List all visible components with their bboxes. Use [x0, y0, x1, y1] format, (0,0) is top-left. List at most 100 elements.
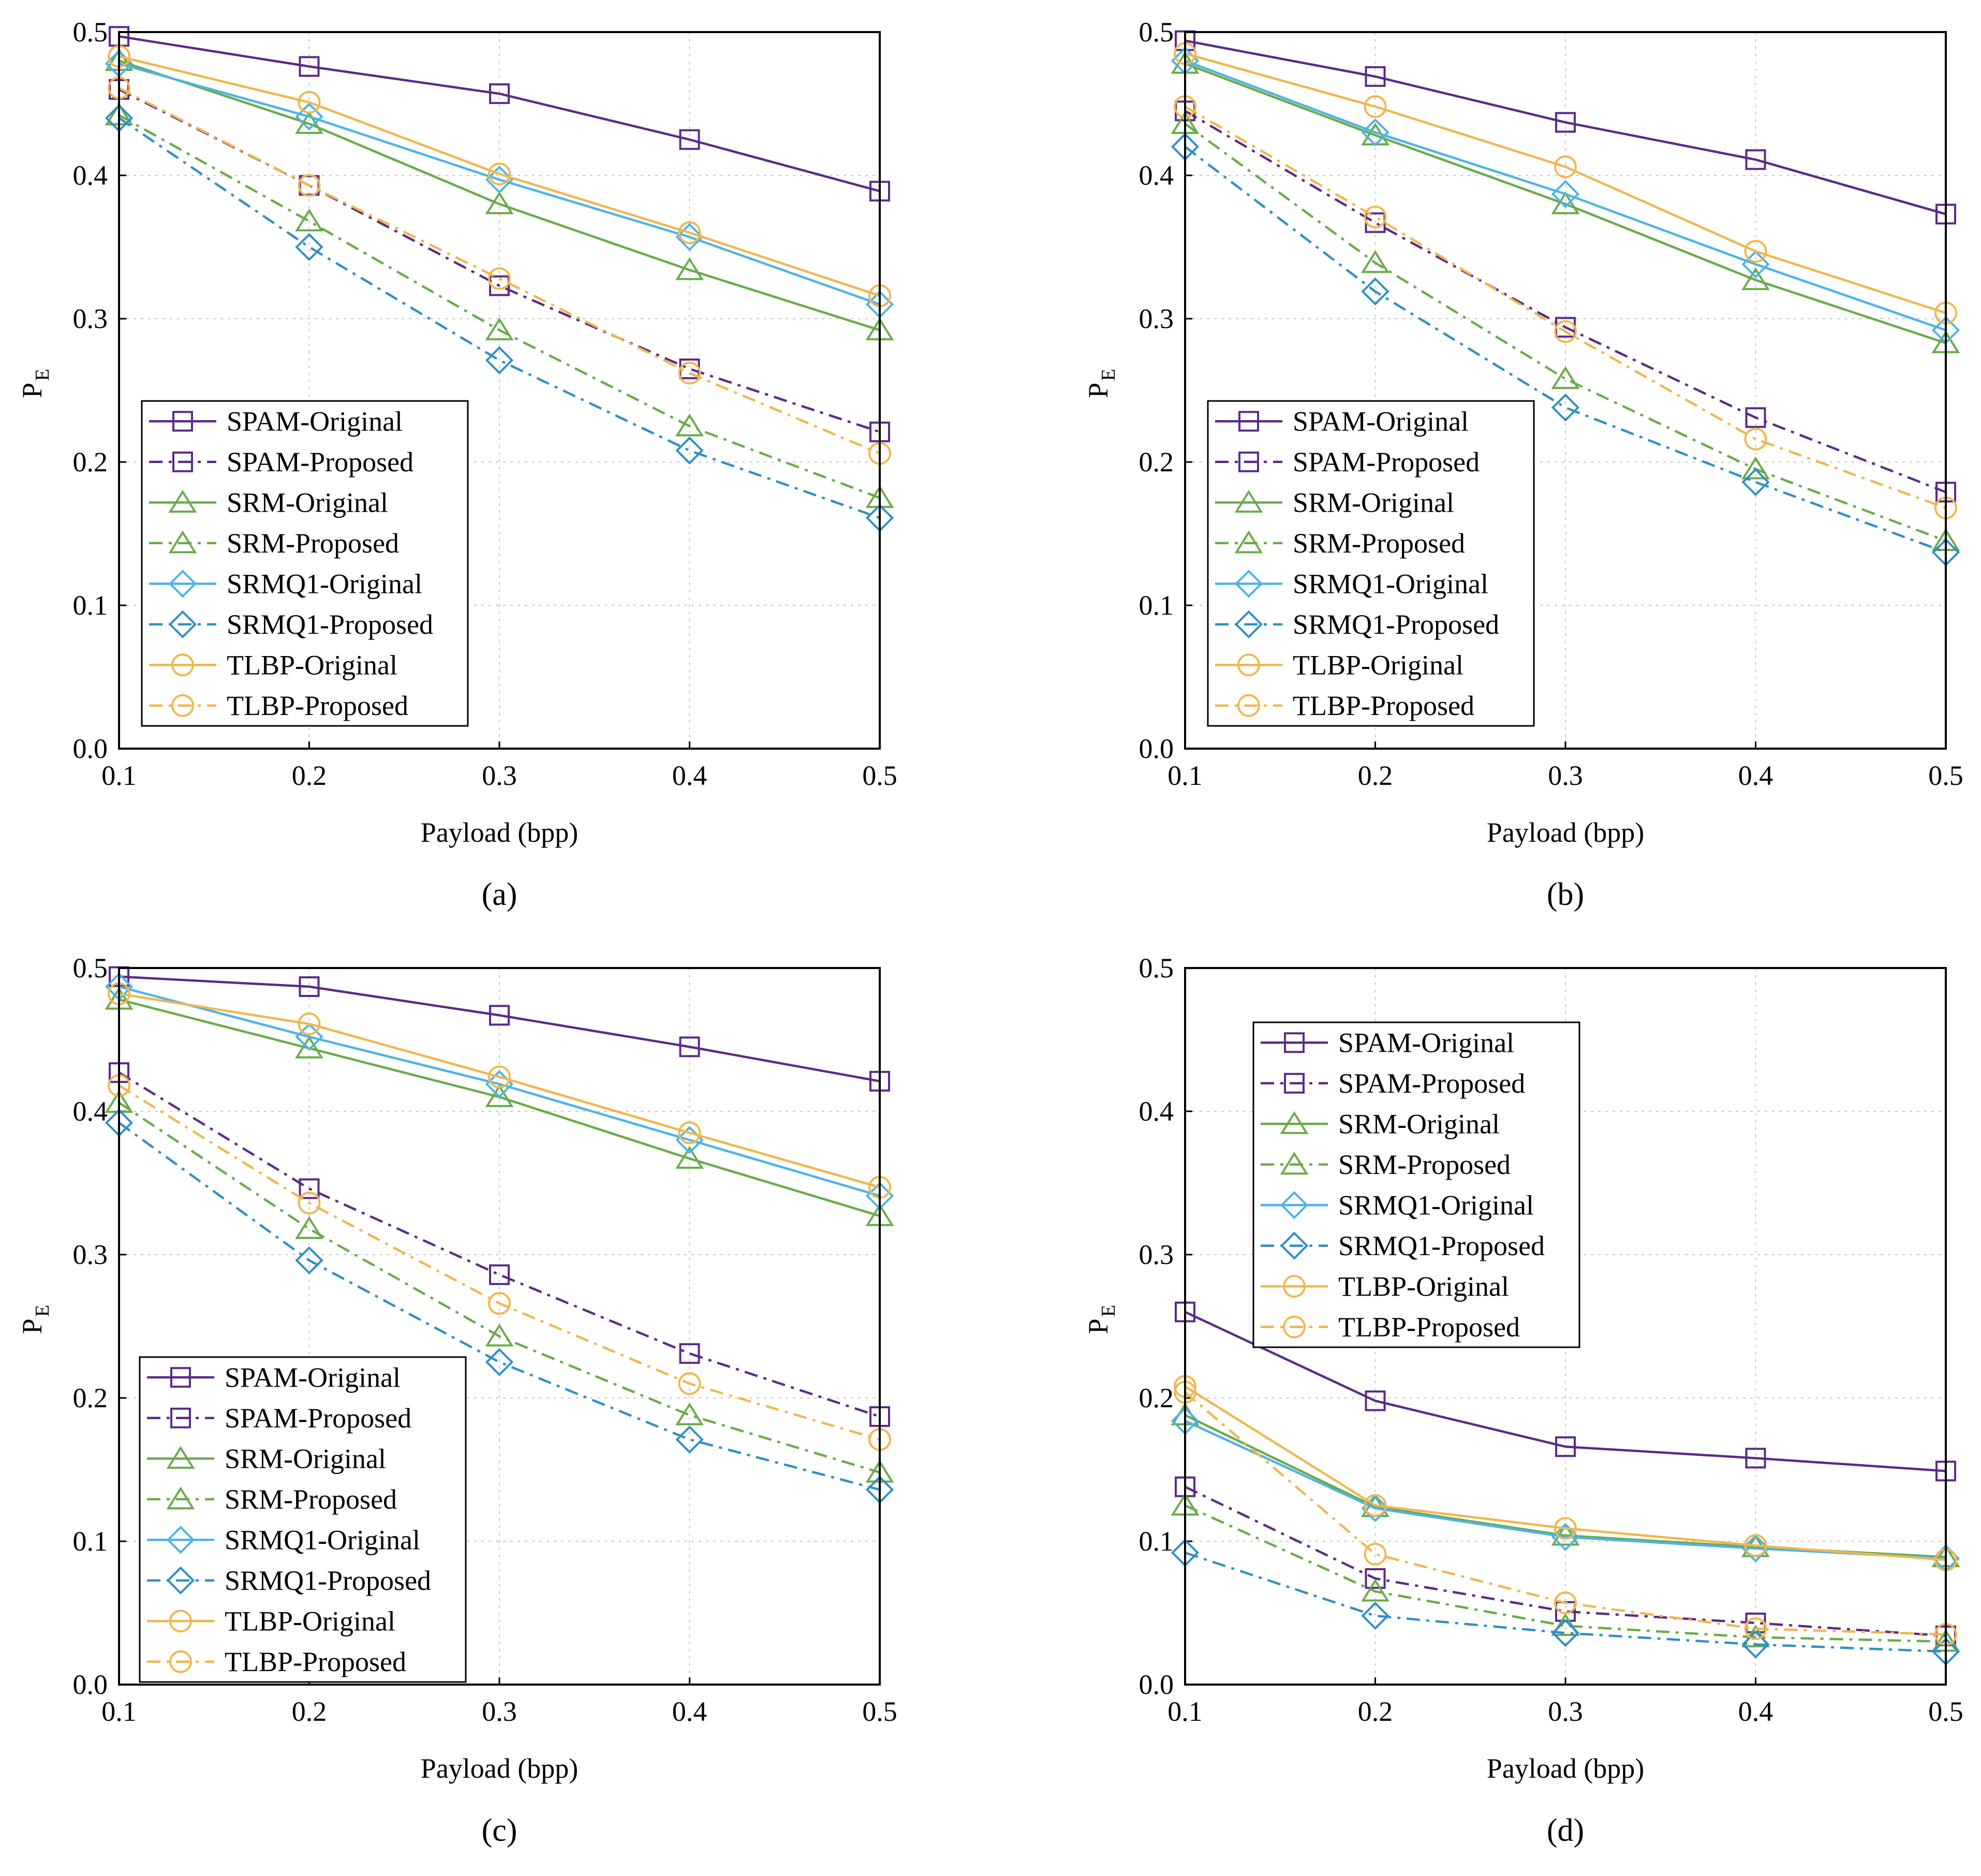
series-line: [118, 114, 880, 499]
data-point: [488, 1065, 511, 1089]
series-line: [119, 985, 880, 1197]
legend-label: SRM-Original: [1338, 1108, 1500, 1139]
legend-box: [141, 400, 469, 727]
legend-label: TLBP-Original: [1338, 1271, 1509, 1302]
legend-label: SRM-Original: [227, 487, 388, 518]
data-point: [1744, 1534, 1767, 1557]
series-line: [1185, 1311, 1946, 1472]
legend-swatch-marker: [168, 489, 197, 513]
y-axis-label-main: P: [17, 1318, 48, 1334]
data-point: [1551, 191, 1580, 214]
data-point: [295, 1246, 323, 1275]
legend-swatch-marker: [166, 1526, 195, 1554]
legend-label: SRMQ1-Proposed: [225, 1565, 431, 1596]
y-tick-label: 0.0: [73, 1669, 108, 1700]
legend-label: SPAM-Original: [225, 1362, 401, 1393]
legend-label: SRMQ1-Original: [227, 568, 422, 599]
legend-item: TLBP-Original: [147, 1605, 395, 1636]
y-tick-label: 0.3: [1139, 1239, 1174, 1270]
legend-swatch-marker: [1280, 1152, 1309, 1175]
data-point: [488, 162, 511, 186]
data-point: [295, 102, 323, 131]
data-point: [295, 1216, 323, 1239]
series-line: [118, 88, 880, 433]
data-point: [675, 436, 704, 465]
legend-box: [1207, 400, 1535, 727]
legend-swatch-marker: [169, 1610, 192, 1633]
y-axis-label-subscript: E: [1098, 369, 1119, 381]
legend-item: TLBP-Original: [149, 649, 397, 680]
legend-label: SPAM-Proposed: [225, 1403, 411, 1434]
legend-box: [139, 1356, 467, 1683]
y-tick-label: 0.1: [73, 590, 108, 621]
x-tick-label: 0.2: [292, 1696, 327, 1727]
series-line: [119, 35, 880, 192]
data-point: [1551, 1523, 1580, 1546]
data-point: [1361, 250, 1389, 273]
series-line: [118, 117, 880, 519]
series-line: [119, 975, 880, 1083]
x-tick-label: 0.3: [1548, 1696, 1583, 1727]
data-point: [1365, 66, 1386, 87]
legend: SPAM-Original SPAM-Proposed SRM-Original SR…: [1207, 400, 1535, 727]
y-tick-label: 0.3: [73, 1239, 108, 1270]
series-line: [1185, 52, 1946, 315]
legend-item: SRM-Proposed: [147, 1484, 397, 1515]
x-axis-label: Payload (bpp): [1487, 1753, 1644, 1784]
legend-item: SPAM-Original: [1261, 1027, 1514, 1058]
legend-label: SRMQ1-Original: [1293, 568, 1488, 599]
x-tick-label: 0.2: [1358, 760, 1393, 791]
legend-label: SRM-Proposed: [1293, 528, 1465, 559]
legend-label: TLBP-Original: [1293, 649, 1463, 680]
x-axis-label: Payload (bpp): [421, 817, 578, 848]
y-axis-label: PE: [1083, 1305, 1119, 1334]
legend-label: TLBP-Proposed: [1293, 690, 1474, 721]
data-point: [1361, 1579, 1389, 1602]
panel-label: (d): [1547, 1813, 1584, 1848]
legend-label: SRMQ1-Original: [1338, 1189, 1534, 1220]
legend-label: SRM-Proposed: [1338, 1149, 1511, 1180]
legend-swatch-marker: [1238, 411, 1259, 432]
legend-item: SRMQ1-Proposed: [149, 609, 433, 640]
chart-panel-d: 0.00.10.20.30.40.50.1 0.2 0.3 0.4 0.5Payload…: [1083, 952, 1963, 1848]
legend: SPAM-Original SPAM-Proposed SRM-Original SR…: [1252, 1021, 1580, 1348]
series-line: [118, 1122, 880, 1491]
data-point: [489, 83, 510, 105]
series-srmq1-proposed: [1171, 132, 1960, 567]
series-tlbp-original: [1174, 1375, 1957, 1572]
legend-swatch-marker: [168, 610, 197, 638]
legend-swatch-marker: [1284, 1073, 1305, 1094]
series-line: [119, 62, 880, 306]
legend-label: SPAM-Proposed: [1293, 446, 1480, 478]
data-point: [485, 191, 514, 214]
series-line: [1185, 39, 1946, 215]
data-point: [1745, 1448, 1766, 1469]
y-tick-label: 0.0: [1139, 733, 1174, 764]
y-tick-label: 0.2: [1139, 1382, 1174, 1413]
x-tick-label: 0.4: [1738, 760, 1773, 791]
data-point: [678, 1372, 701, 1395]
series-line: [119, 59, 880, 332]
data-point: [295, 1022, 323, 1051]
legend-swatch-marker: [166, 1446, 195, 1469]
x-tick-label: 0.3: [482, 1696, 517, 1727]
y-axis-label-main: P: [17, 382, 48, 398]
y-axis-label: PE: [17, 369, 53, 398]
legend-swatch-marker: [1237, 653, 1260, 677]
data-point: [485, 346, 514, 375]
x-tick-label: 0.3: [1548, 760, 1583, 791]
y-tick-label: 0.1: [1139, 590, 1174, 621]
series-line: [119, 55, 880, 297]
data-point: [485, 1084, 514, 1107]
data-point: [485, 1348, 514, 1376]
legend-item: TLBP-Proposed: [149, 690, 408, 721]
legend-label: SPAM-Original: [1338, 1027, 1514, 1058]
legend-item: SRM-Original: [147, 1443, 386, 1474]
data-point: [299, 976, 320, 997]
x-axis-label: Payload (bpp): [421, 1753, 578, 1784]
x-tick-label: 0.4: [672, 760, 707, 791]
series-line: [1184, 106, 1946, 509]
data-point: [485, 317, 514, 340]
data-point: [1741, 267, 1770, 290]
